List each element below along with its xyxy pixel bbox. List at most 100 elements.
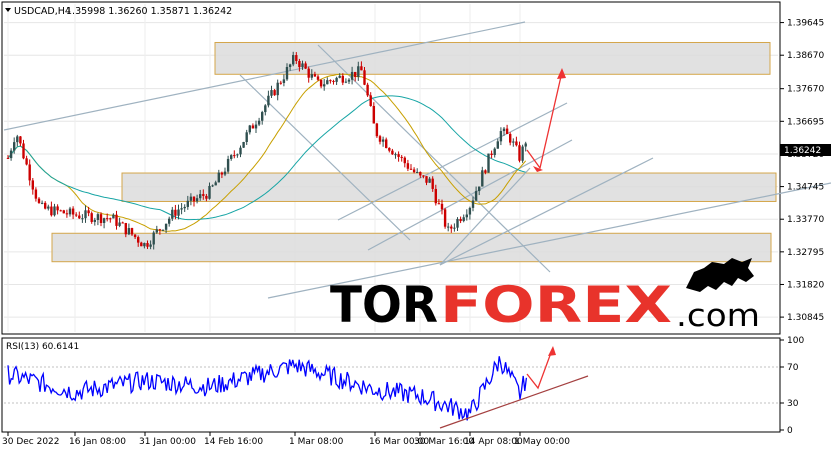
candle-body <box>115 214 118 226</box>
candle-body <box>109 218 112 220</box>
candle-body <box>372 105 375 124</box>
watermark-dotcom: .com <box>676 298 760 334</box>
candle-body <box>344 81 348 83</box>
candle-body <box>161 229 165 231</box>
current-price-tag: 1.36242 <box>780 144 831 156</box>
trend-line <box>317 44 551 273</box>
candle-body <box>295 55 298 61</box>
trend-line <box>439 167 531 266</box>
candle-body <box>487 153 490 173</box>
candle-body <box>456 218 459 228</box>
candle-body <box>155 229 158 233</box>
candle-body <box>276 82 279 96</box>
candle-body <box>180 208 183 210</box>
candle-body <box>307 68 310 78</box>
candle-body <box>366 84 369 96</box>
candle-body <box>518 145 521 161</box>
trend-line <box>267 182 831 299</box>
candle-body <box>130 228 134 235</box>
candle-body <box>233 155 236 157</box>
candle-body <box>226 158 230 172</box>
candle-body <box>468 207 472 215</box>
candle-body <box>394 154 397 156</box>
candle-body <box>403 157 406 164</box>
trend-line <box>3 21 526 131</box>
candle-body <box>515 141 518 146</box>
candle-body <box>28 164 31 181</box>
candle-body <box>22 143 25 159</box>
candle-body <box>310 74 313 78</box>
candle-body <box>261 112 264 121</box>
candle-body <box>87 210 90 214</box>
candle-body <box>496 141 499 149</box>
candle-body <box>453 227 456 229</box>
candle-body <box>93 219 96 222</box>
candle-body <box>53 206 56 216</box>
price-tick-label: 1.33770 <box>787 215 824 225</box>
candle-body <box>202 194 205 196</box>
candle-body <box>217 172 220 183</box>
candle-body <box>68 208 72 215</box>
candle-body <box>490 153 493 156</box>
time-tick-label: 30 Dec 2022 <box>2 437 60 447</box>
candle-body <box>285 67 289 80</box>
candle-body <box>332 80 335 82</box>
rsi-series-line <box>7 356 528 421</box>
candle-body <box>106 218 109 220</box>
candle-body <box>223 171 227 175</box>
candle-body <box>465 214 468 218</box>
forecast-arrowhead <box>557 68 566 79</box>
price-zone <box>121 172 777 202</box>
candle-body <box>357 66 360 77</box>
support-resistance-zones <box>51 41 777 263</box>
torforex-watermark: TOR FOREX .com <box>330 258 760 334</box>
forecast-arrow-path <box>526 71 563 170</box>
symbol-dropdown-icon[interactable] <box>5 8 11 12</box>
price-tick-label: 1.38670 <box>787 51 824 61</box>
candle-body <box>512 141 515 143</box>
candle-body <box>112 214 115 219</box>
ma-fast-line <box>7 73 527 232</box>
candle-body <box>316 76 320 80</box>
candle-body <box>171 209 174 219</box>
candle-body <box>84 210 87 219</box>
candle-body <box>143 243 146 247</box>
candle-body <box>400 156 403 158</box>
trend-line <box>439 157 654 266</box>
trend-line <box>337 102 568 221</box>
candle-body <box>121 222 124 224</box>
rsi-line <box>7 356 528 421</box>
candle-body <box>282 79 286 83</box>
candle-body <box>59 210 62 212</box>
candle-body <box>254 124 258 129</box>
time-tick-label: 1 May 00:00 <box>514 437 570 447</box>
time-axis: 30 Dec 2022 16 Jan 08:00 31 Jan 00:00 14 Fe… <box>2 432 570 447</box>
candle-body <box>459 218 462 222</box>
candle-body <box>152 232 155 245</box>
candle-body <box>335 77 338 82</box>
price-candles <box>6 51 527 250</box>
candle-body <box>133 234 137 238</box>
candle-body <box>189 196 193 201</box>
candle-body <box>192 196 196 202</box>
candle-body <box>385 139 388 148</box>
candle-body <box>521 146 524 161</box>
rsi-tick-label: 0 <box>787 426 793 436</box>
candle-body <box>199 194 202 199</box>
candle-body <box>524 143 527 147</box>
candle-body <box>81 218 84 220</box>
candle-body <box>208 185 211 199</box>
candle-body <box>279 82 282 84</box>
candle-body <box>124 223 127 235</box>
candle-body <box>168 218 171 224</box>
price-tick-label: 1.37670 <box>787 85 824 95</box>
candle-body <box>174 209 177 216</box>
candle-body <box>329 80 332 82</box>
candle-body <box>409 168 413 170</box>
bull-logo-icon <box>686 258 754 292</box>
candle-body <box>9 150 13 159</box>
candle-body <box>406 163 410 169</box>
candle-body <box>16 136 19 143</box>
candle-body <box>431 178 434 189</box>
rsi-arrowhead <box>548 346 556 356</box>
